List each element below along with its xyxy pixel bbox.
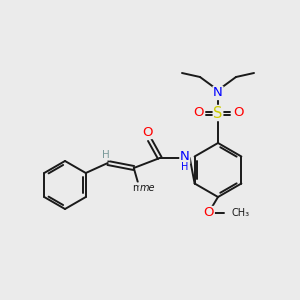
Text: me: me bbox=[132, 183, 148, 193]
Text: CH₃: CH₃ bbox=[232, 208, 250, 218]
Text: N: N bbox=[180, 151, 190, 164]
Text: O: O bbox=[204, 206, 214, 220]
Text: me: me bbox=[140, 183, 155, 193]
Text: S: S bbox=[213, 106, 223, 121]
Text: H: H bbox=[181, 162, 188, 172]
Text: O: O bbox=[142, 125, 153, 139]
Text: O: O bbox=[233, 106, 243, 119]
Text: N: N bbox=[213, 86, 223, 100]
Text: H: H bbox=[102, 150, 110, 160]
Text: O: O bbox=[193, 106, 203, 119]
